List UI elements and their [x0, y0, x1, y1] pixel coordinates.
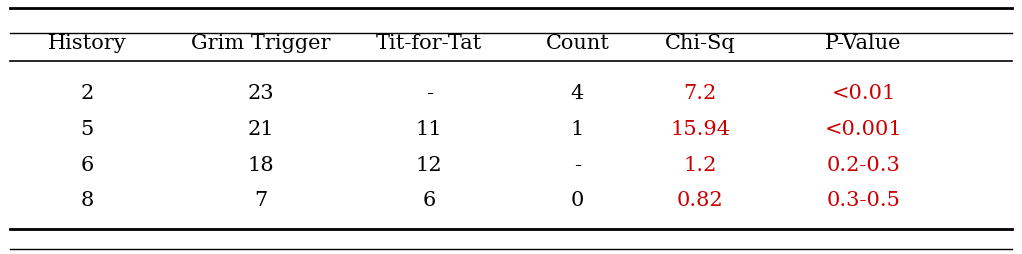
Text: Tit-for-Tat: Tit-for-Tat	[376, 34, 482, 53]
Text: 18: 18	[247, 156, 274, 174]
Text: 11: 11	[416, 120, 443, 139]
Text: 0.2-0.3: 0.2-0.3	[827, 156, 900, 174]
Text: 15.94: 15.94	[670, 120, 730, 139]
Text: Count: Count	[546, 34, 609, 53]
Text: 1: 1	[570, 120, 585, 139]
Text: 8: 8	[81, 191, 93, 210]
Text: 23: 23	[247, 85, 274, 103]
Text: <0.001: <0.001	[825, 120, 902, 139]
Text: History: History	[47, 34, 127, 53]
Text: -: -	[574, 156, 580, 174]
Text: Chi-Sq: Chi-Sq	[664, 34, 736, 53]
Text: P-Value: P-Value	[826, 34, 901, 53]
Text: 1.2: 1.2	[684, 156, 716, 174]
Text: Grim Trigger: Grim Trigger	[191, 34, 330, 53]
Text: 7.2: 7.2	[684, 85, 716, 103]
Text: 6: 6	[81, 156, 93, 174]
Text: 4: 4	[571, 85, 584, 103]
Text: 7: 7	[254, 191, 267, 210]
Text: 5: 5	[81, 120, 93, 139]
Text: 21: 21	[247, 120, 274, 139]
Text: 0.3-0.5: 0.3-0.5	[827, 191, 900, 210]
Text: 0: 0	[570, 191, 585, 210]
Text: 6: 6	[423, 191, 435, 210]
Text: 2: 2	[81, 85, 93, 103]
Text: -: -	[426, 85, 432, 103]
Text: 12: 12	[416, 156, 443, 174]
Text: 0.82: 0.82	[677, 191, 724, 210]
Text: <0.01: <0.01	[832, 85, 895, 103]
